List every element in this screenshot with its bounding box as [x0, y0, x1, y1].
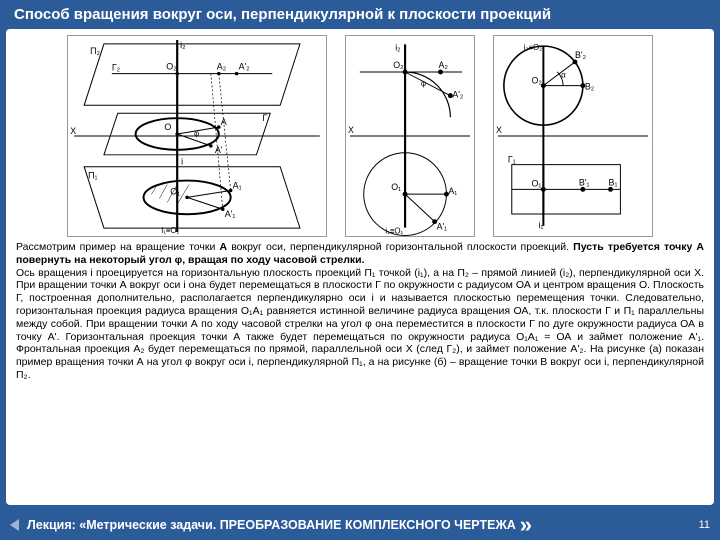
svg-text:А₂: А₂: [217, 62, 227, 72]
svg-text:В'₁: В'₁: [579, 177, 590, 187]
svg-text:i: i: [181, 157, 183, 167]
prev-arrow-icon[interactable]: [10, 519, 19, 531]
svg-text:Г₂: Г₂: [112, 63, 121, 73]
title-bar: Способ вращения вокруг оси, перпендикуля…: [0, 0, 720, 29]
svg-text:А'₁: А'₁: [437, 222, 448, 232]
svg-text:О₂: О₂: [532, 76, 542, 86]
main-paragraph: Ось вращения i проецируется на горизонта…: [16, 267, 704, 382]
svg-text:В₁: В₁: [609, 177, 618, 187]
t: А: [696, 241, 704, 253]
svg-text:α: α: [561, 71, 566, 80]
svg-text:П₁: П₁: [88, 171, 97, 181]
svg-text:φ: φ: [421, 79, 426, 88]
page-title: Способ вращения вокруг оси, перпендикуля…: [14, 6, 551, 23]
svg-text:X: X: [496, 125, 502, 135]
diagram-b-right: i₂≡О₂ О₂ В'₂ В₂ α X Г₁ О₁ В'₁ В₁ i₁: [493, 35, 653, 237]
svg-text:А: А: [221, 117, 227, 127]
svg-text:i₁≡О₁: i₁≡О₁: [161, 226, 179, 235]
t: Пусть требуется точку: [573, 241, 696, 253]
diagram-a: П₂ i₂ Г₂ О₂ А₂ А'₂ X Г О А А' φ О₁ А₁ А'…: [67, 35, 327, 237]
svg-text:В'₂: В'₂: [575, 50, 586, 60]
svg-text:X: X: [70, 126, 76, 136]
footer-bar: Лекция: «Метрические задачи. ПРЕОБРАЗОВА…: [0, 510, 720, 540]
svg-text:Г: Г: [262, 113, 267, 123]
svg-text:i₂: i₂: [180, 40, 186, 50]
t: повернуть на некоторый угол φ, вращая по…: [16, 254, 365, 266]
t: вокруг оси, перпендикулярной горизонталь…: [227, 241, 573, 253]
svg-text:О₁: О₁: [391, 182, 401, 192]
svg-text:В₂: В₂: [585, 82, 594, 92]
svg-text:φ: φ: [194, 129, 199, 138]
svg-text:А'₁: А'₁: [225, 209, 236, 219]
content-box: П₂ i₂ Г₂ О₂ А₂ А'₂ X Г О А А' φ О₁ А₁ А'…: [6, 29, 714, 505]
svg-text:А': А': [215, 145, 223, 155]
diagram-b-left: i₂ О₂ А₂ А'₂ φ X О₁ А₁ А'₁ i₁≡О₁: [345, 35, 475, 237]
t: Рассмотрим пример на вращение точки: [16, 241, 219, 253]
t: А: [219, 241, 227, 253]
svg-text:О₁: О₁: [532, 178, 542, 188]
body-text: Рассмотрим пример на вращение точки А во…: [16, 241, 704, 382]
svg-text:i₂: i₂: [395, 42, 400, 52]
svg-text:О₂: О₂: [166, 62, 177, 72]
next-arrow-icon[interactable]: »: [520, 512, 532, 538]
svg-text:А'₂: А'₂: [452, 90, 463, 100]
lecture-label: Лекция: «Метрические задачи. ПРЕОБРАЗОВА…: [27, 518, 516, 532]
svg-text:i₁: i₁: [538, 220, 543, 230]
page-number: 11: [699, 519, 710, 531]
svg-text:А₁: А₁: [448, 186, 457, 196]
svg-text:А₁: А₁: [233, 180, 242, 190]
svg-text:i₁≡О₁: i₁≡О₁: [385, 226, 403, 235]
svg-text:О₂: О₂: [393, 60, 403, 70]
svg-text:А'₂: А'₂: [239, 62, 251, 72]
svg-text:А₂: А₂: [439, 60, 448, 70]
svg-text:О: О: [164, 122, 171, 132]
svg-text:П₂: П₂: [90, 46, 100, 56]
svg-text:Г₁: Г₁: [508, 155, 516, 165]
diagram-row: П₂ i₂ Г₂ О₂ А₂ А'₂ X Г О А А' φ О₁ А₁ А'…: [16, 35, 704, 237]
svg-text:X: X: [348, 125, 354, 135]
svg-text:i₂≡О₂: i₂≡О₂: [524, 43, 543, 52]
